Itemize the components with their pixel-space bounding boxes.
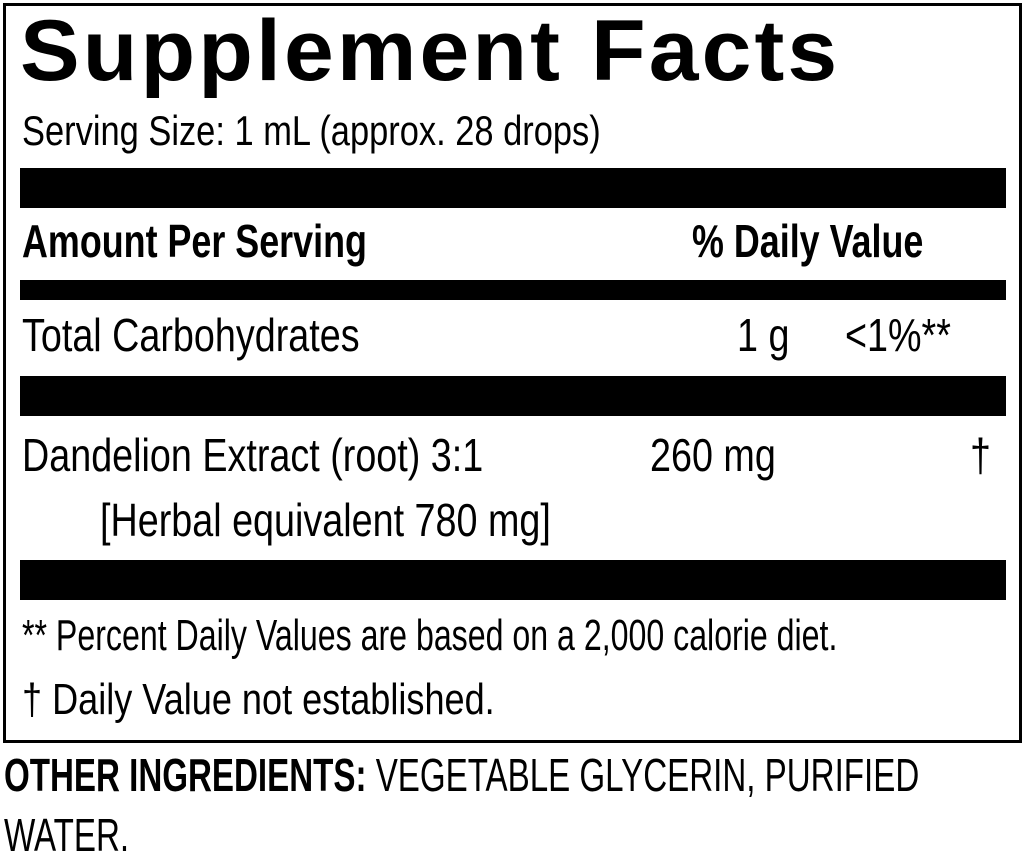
divider-bar-thick [20,376,1006,416]
divider-bar-thick [20,560,1006,600]
other-ingredients-line2: WATER. [4,809,130,861]
divider-bar [20,280,1006,300]
footnote-not-established: † Daily Value not established. [22,675,495,724]
other-ingredients-label: OTHER INGREDIENTS: [4,749,367,801]
other-ingredients-list: VEGETABLE GLYCERIN, PURIFIED [375,749,920,801]
ingredient-amount: 260 mg [650,429,776,481]
amount-per-serving-header: Amount Per Serving [22,215,367,267]
divider-bar-thick [20,168,1006,208]
supplement-facts-panel [3,3,1022,743]
dagger-mark: † [970,429,991,481]
daily-value-header: % Daily Value [692,215,924,267]
herbal-equivalent: [Herbal equivalent 780 mg] [100,494,551,546]
nutrient-name: Total Carbohydrates [22,309,360,361]
serving-size: Serving Size: 1 mL (approx. 28 drops) [22,107,601,154]
footnote-daily-values: ** Percent Daily Values are based on a 2… [22,611,838,660]
nutrient-amount: 1 g [737,309,790,361]
other-ingredients-line1: OTHER INGREDIENTS: VEGETABLE GLYCERIN, P… [4,752,919,798]
nutrient-daily-value: <1%** [845,309,951,361]
panel-title: Supplement Facts [20,3,841,99]
ingredient-name: Dandelion Extract (root) 3:1 [22,429,484,481]
